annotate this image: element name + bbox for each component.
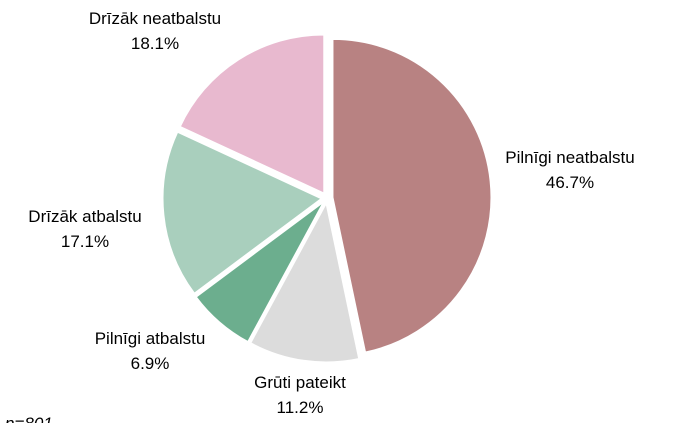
slice-value-label: 46.7% (546, 173, 594, 192)
slice-value-label: 6.9% (131, 354, 170, 373)
slice-value-label: 18.1% (131, 34, 179, 53)
pie-slice (179, 34, 325, 194)
slice-label: Pilnīgi atbalstu (95, 329, 206, 348)
slice-label: Drīzāk neatbalstu (89, 9, 221, 28)
slice-value-label: 17.1% (61, 232, 109, 251)
pie-slice (332, 38, 492, 353)
pie-slice (250, 202, 360, 363)
note: n=801 (5, 414, 53, 423)
pie-slice (162, 131, 323, 294)
slice-value-label: 11.2% (277, 398, 324, 417)
slice-label: Pilnīgi neatbalstu (505, 148, 634, 167)
slice-label: Drīzāk atbalstu (28, 207, 141, 226)
pie-slice (195, 202, 324, 343)
slice-label: Grūti pateikt (254, 373, 346, 392)
